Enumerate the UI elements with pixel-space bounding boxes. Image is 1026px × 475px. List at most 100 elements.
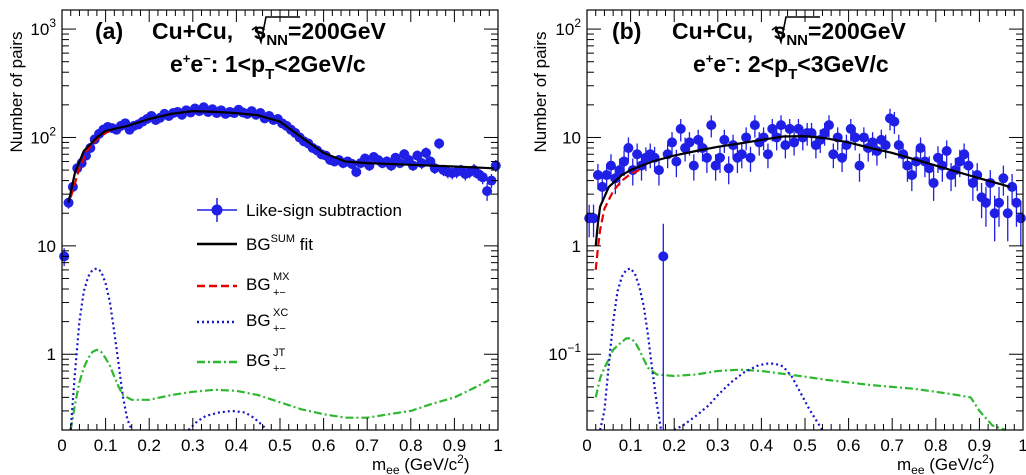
panel-a-title-t: T: [265, 66, 274, 83]
panel-b-title-nn: NN: [786, 32, 808, 49]
panel-b-title-e: e: [693, 51, 706, 77]
legend-bg-xc-sup: XC: [273, 307, 288, 319]
series-bg-xc-line: [599, 267, 824, 431]
panel-b-title-s: s: [774, 18, 787, 44]
data-point: [675, 123, 686, 134]
panel-a-title-line2: e+e−: 1<pT<2GeV/c: [170, 51, 366, 83]
series-bg-jt-line: [594, 337, 1006, 432]
panel-a-title-eplus: +: [183, 51, 191, 66]
data-point: [994, 197, 1005, 208]
y-tick-label: 10: [562, 128, 581, 147]
data-point: [845, 123, 856, 134]
x-tick-label: 0.7: [355, 436, 379, 455]
data-point: [928, 178, 939, 189]
data-point: [701, 152, 712, 163]
data-point: [671, 156, 682, 167]
panel-b-plot-area: [584, 108, 1026, 432]
legend-like-sign-label: Like-sign subtraction: [246, 201, 402, 220]
panel-a-plot-area: [59, 102, 501, 431]
panel-b: 0 0.1 0.2 0.3 0.4 0.5 0.6 0.7 0.8 0.9 110−1110102 …: [531, 9, 1026, 475]
legend-bg-sum-label: BGSUM fit: [246, 233, 313, 254]
legend-bg-mx-sup: MX: [273, 271, 290, 283]
x-tick-label: 1: [493, 436, 502, 455]
legend-entry-bg-sum: BGSUM fit: [197, 233, 313, 254]
data-point: [623, 142, 634, 153]
data-point: [954, 156, 965, 167]
panel-a-xlabel-sup: 2: [457, 452, 464, 466]
y-tick-label-base: 10: [30, 128, 49, 147]
data-point: [412, 150, 423, 161]
legend-entry-bg-jt: BG JT +−: [197, 347, 286, 375]
data-point: [588, 213, 599, 224]
data-point: [828, 149, 839, 160]
y-tick-label-base: 1: [572, 237, 581, 256]
data-point: [902, 160, 913, 171]
data-point: [767, 123, 778, 134]
x-tick-label: 0.1: [94, 436, 118, 455]
data-point: [482, 186, 493, 197]
data-point: [959, 149, 970, 160]
data-point: [932, 152, 943, 163]
data-point: [1011, 197, 1022, 208]
x-tick-label: 0.7: [880, 436, 904, 455]
y-tick-label: 103: [30, 16, 56, 39]
legend-entry-like-sign: Like-sign subtraction: [197, 198, 402, 222]
y-tick-label-exp: 2: [574, 16, 581, 30]
series-bg-jt-line: [69, 348, 490, 431]
panel-a-ylabel: Number of pairs: [7, 32, 26, 153]
data-point: [706, 120, 717, 131]
series-bg-mx-line: [69, 127, 115, 198]
y-tick-label-exp: 3: [49, 16, 56, 30]
data-point: [1015, 213, 1026, 224]
panel-a-title-line1: Cu+Cu, sNN=200GeV: [152, 18, 386, 49]
data-point: [989, 208, 1000, 219]
data-point: [776, 120, 787, 131]
data-point: [688, 160, 699, 171]
data-point: [906, 170, 917, 181]
data-point: [889, 116, 900, 127]
panel-a-title-e: e: [170, 51, 183, 77]
x-tick-label: 0.3: [181, 436, 205, 455]
panel-b-xlabel: mee (GeV/c2): [897, 452, 995, 475]
legend-bg-sum-main: BG: [246, 235, 271, 254]
legend-like-sign-marker: [211, 204, 223, 216]
panel-b-xlabel-unit: (GeV/c: [925, 455, 983, 474]
data-point: [421, 147, 432, 158]
y-tick-label: 1: [572, 237, 581, 256]
panel-a-title-eminus: −: [203, 51, 211, 66]
data-point: [749, 120, 760, 131]
series-bg-mx-line: [594, 169, 640, 271]
panel-b-title-range1: : 2<p: [734, 51, 788, 77]
panel-a-title-prefix: Cu+Cu,: [152, 18, 240, 44]
y-tick-label-base: 10: [548, 345, 567, 364]
data-point: [789, 137, 800, 148]
legend-bg-sum-after: fit: [295, 235, 313, 254]
x-tick-label: 0.2: [137, 436, 161, 455]
data-point: [915, 142, 926, 153]
data-point: [667, 137, 678, 148]
data-point: [605, 160, 616, 171]
x-tick-label: 0: [582, 436, 591, 455]
data-point: [780, 140, 791, 151]
panel-b-title-e2: e: [713, 51, 726, 77]
data-point: [632, 149, 643, 160]
y-tick-label-base: 10: [562, 128, 581, 147]
data-point: [762, 149, 773, 160]
data-point: [741, 132, 752, 143]
data-point: [658, 251, 669, 262]
y-tick-label-exp: 2: [49, 124, 56, 138]
x-tick-label: 0.9: [968, 436, 992, 455]
panel-b-xlabel-m: m: [897, 455, 911, 474]
panel-a-legend: Like-sign subtraction BGSUM fit BG MX +−…: [197, 198, 402, 375]
data-point: [941, 146, 952, 157]
y-tick-label: 10: [37, 237, 56, 256]
data-point: [1007, 181, 1018, 192]
x-tick-label: 0.4: [225, 436, 249, 455]
data-point: [967, 178, 978, 189]
data-point: [963, 160, 974, 171]
data-point: [858, 132, 869, 143]
data-point: [434, 138, 445, 149]
y-tick-label-base: 10: [37, 237, 56, 256]
panel-b-label: (b): [612, 18, 641, 44]
